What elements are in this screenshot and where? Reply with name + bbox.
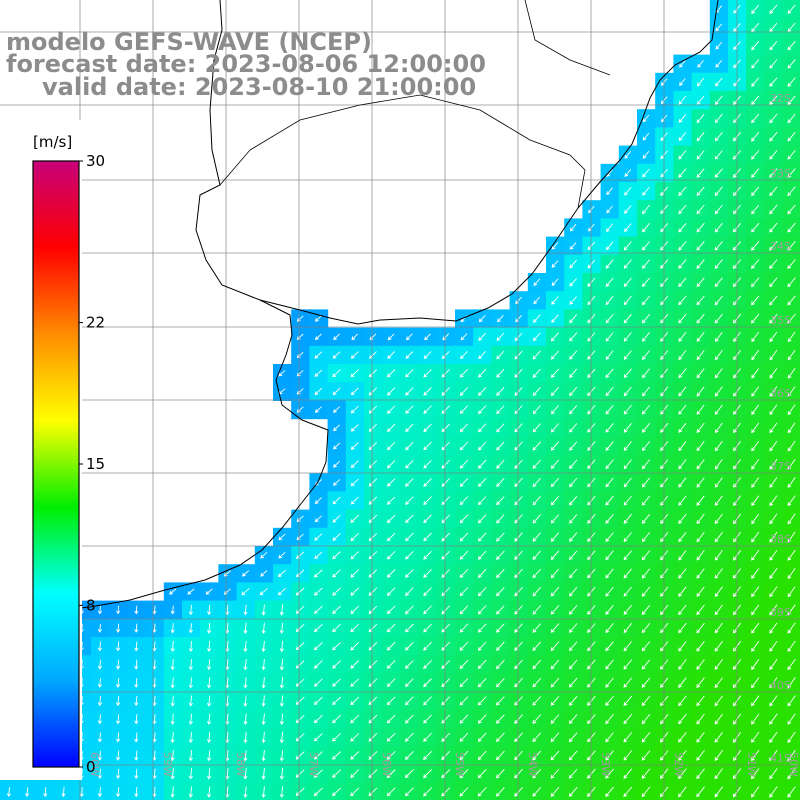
lon-label: 51W bbox=[745, 752, 758, 777]
lat-label: 34S bbox=[770, 240, 791, 253]
lat-label: 40S bbox=[770, 679, 791, 692]
latitude-labels: 32S 33S 34S 35S 36S 37S 38S 39S 40S 41S bbox=[770, 92, 791, 765]
colorbar-tick-label: 30 bbox=[86, 152, 105, 170]
colorbar-ticks: 30 22 15 8 0 bbox=[79, 152, 105, 776]
lat-label: 38S bbox=[770, 533, 791, 546]
colorbar-gradient bbox=[32, 160, 80, 768]
colorbar-tick-label: 8 bbox=[86, 596, 96, 614]
lon-label: 53W bbox=[599, 752, 612, 777]
lon-label: 56W bbox=[380, 752, 393, 777]
lon-label: 50W bbox=[787, 752, 800, 777]
colorbar-unit: [m/s] bbox=[33, 133, 72, 151]
colorbar-tick-label: 22 bbox=[86, 314, 105, 332]
lat-label: 32S bbox=[770, 92, 791, 105]
lon-label: 59W bbox=[161, 752, 174, 777]
colorbar: [m/s] 30 22 15 8 0 bbox=[0, 120, 105, 780]
lon-label: 57W bbox=[307, 752, 320, 777]
lon-label: 60W bbox=[88, 752, 101, 777]
lat-label: 37S bbox=[770, 460, 791, 473]
lon-label: 58W bbox=[234, 752, 247, 777]
forecast-date: forecast date: 2023-08-06 12:00:00 bbox=[6, 50, 486, 78]
coastline bbox=[0, 0, 719, 623]
lon-label: 55W bbox=[453, 752, 466, 777]
valid-date: valid date: 2023-08-10 21:00:00 bbox=[42, 73, 477, 101]
lat-label: 35S bbox=[770, 314, 791, 327]
lat-label: 36S bbox=[770, 387, 791, 400]
lon-label: 54W bbox=[526, 752, 539, 777]
lat-label: 39S bbox=[770, 606, 791, 619]
colorbar-tick-label: 15 bbox=[86, 455, 105, 473]
lon-label: 52W bbox=[672, 752, 685, 777]
lat-label: 33S bbox=[770, 167, 791, 180]
colorbar-tick-label: 0 bbox=[86, 758, 96, 776]
lat-label: 41S bbox=[770, 752, 791, 765]
model-title: modelo GEFS-WAVE (NCEP) bbox=[6, 28, 372, 56]
wind-vector-arrows bbox=[6, 4, 796, 798]
